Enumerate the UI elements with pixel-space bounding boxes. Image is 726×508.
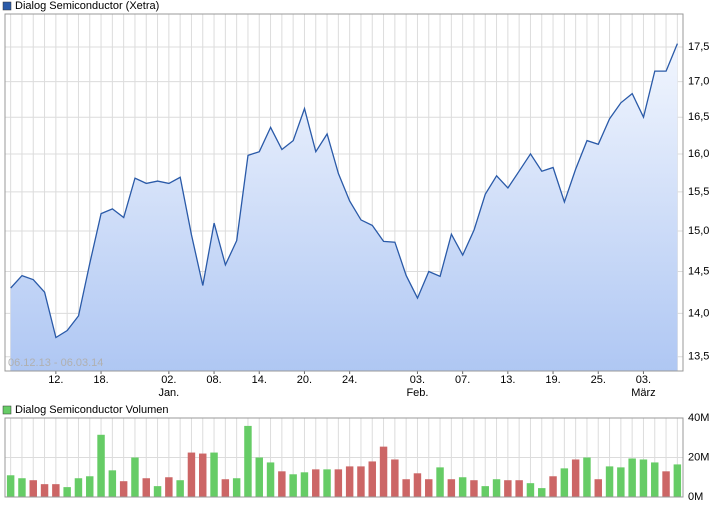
volume-bar bbox=[425, 479, 433, 497]
date-range: 06.12.13 - 06.03.14 bbox=[8, 357, 103, 369]
volume-bar bbox=[97, 434, 105, 497]
x-month-label: März bbox=[631, 387, 655, 399]
volume-bar bbox=[278, 471, 286, 497]
volume-bar bbox=[391, 459, 399, 497]
volume-bar bbox=[673, 464, 682, 497]
x-tick-label: 03. bbox=[410, 374, 425, 386]
x-tick-label: 25. bbox=[591, 374, 606, 386]
x-tick-label: 07. bbox=[455, 374, 470, 386]
volume-bar bbox=[176, 480, 184, 497]
volume-bar bbox=[52, 484, 60, 497]
y-tick-label: 16,0 bbox=[688, 148, 709, 160]
volume-bar bbox=[108, 470, 117, 497]
x-tick-label: 18. bbox=[93, 374, 108, 386]
volume-bar bbox=[526, 483, 535, 497]
volume-bar bbox=[131, 457, 139, 497]
volume-bar bbox=[651, 462, 659, 497]
volume-bar bbox=[515, 480, 523, 497]
volume-bar bbox=[232, 478, 241, 497]
volume-bar bbox=[244, 425, 252, 497]
volume-bar bbox=[18, 478, 26, 497]
volume-bar bbox=[199, 453, 207, 497]
volume-bar bbox=[357, 466, 365, 497]
volume-bar bbox=[119, 481, 128, 497]
y-tick-label: 14,5 bbox=[688, 265, 709, 277]
volume-bar bbox=[481, 486, 489, 497]
volume-bar bbox=[323, 469, 331, 497]
y-tick-label: 17,5 bbox=[688, 41, 709, 53]
legend-label: Dialog Semiconductor (Xetra) bbox=[15, 0, 159, 12]
x-tick-label: 14. bbox=[252, 374, 267, 386]
x-month-label: Feb. bbox=[406, 387, 428, 399]
volume-bar bbox=[458, 477, 467, 497]
volume-bar bbox=[639, 459, 648, 497]
volume-bar bbox=[334, 469, 343, 497]
volume-bar bbox=[210, 452, 218, 497]
volume-bar bbox=[6, 475, 15, 497]
volume-bar bbox=[571, 459, 580, 497]
volume-bar bbox=[221, 479, 230, 497]
volume-bar bbox=[413, 473, 422, 497]
x-tick-label: 19. bbox=[545, 374, 560, 386]
volume-bar bbox=[447, 479, 456, 497]
volume-bar bbox=[63, 487, 71, 497]
plot-border bbox=[4, 417, 684, 498]
volume-bar bbox=[187, 452, 196, 497]
volume-bar bbox=[345, 466, 354, 497]
volume-bar bbox=[560, 468, 569, 497]
x-tick-label: 24. bbox=[342, 374, 357, 386]
volume-bar bbox=[628, 458, 636, 497]
volume-bar bbox=[289, 474, 297, 497]
y-tick-label: 16,5 bbox=[688, 111, 709, 123]
volume-bar bbox=[583, 457, 591, 497]
volume-bar bbox=[662, 471, 670, 497]
volume-bar bbox=[605, 466, 614, 497]
x-month-label: Jan. bbox=[158, 387, 179, 399]
legend-swatch bbox=[2, 1, 12, 11]
volume-bar bbox=[402, 479, 410, 497]
volume-bar bbox=[300, 472, 309, 497]
volume-bar bbox=[29, 480, 37, 497]
legend-label: Dialog Semiconductor Volumen bbox=[15, 404, 168, 416]
y-tick-label: 0M bbox=[688, 491, 703, 503]
y-tick-label: 15,0 bbox=[688, 225, 709, 237]
y-tick-label: 13,5 bbox=[688, 351, 709, 363]
y-tick-label: 40M bbox=[688, 412, 709, 424]
volume-bar bbox=[74, 478, 83, 497]
area bbox=[10, 43, 678, 371]
x-tick-label: 02. bbox=[161, 374, 176, 386]
y-tick-label: 15,5 bbox=[688, 186, 709, 198]
volume-bar bbox=[312, 469, 320, 497]
volume-bar bbox=[142, 478, 150, 497]
x-tick-label: 03. bbox=[636, 374, 651, 386]
volume-bar bbox=[153, 486, 162, 497]
y-tick-label: 17,0 bbox=[688, 75, 709, 87]
volume-bar bbox=[470, 480, 478, 497]
x-tick-label: 20. bbox=[297, 374, 312, 386]
volume-bar bbox=[549, 476, 557, 497]
legend-swatch bbox=[2, 405, 12, 415]
x-tick-label: 12. bbox=[48, 374, 63, 386]
volume-bar bbox=[266, 462, 275, 497]
volume-bar bbox=[368, 461, 376, 497]
volume-bar bbox=[594, 479, 602, 497]
volume-bar bbox=[165, 477, 173, 497]
price-line bbox=[10, 43, 679, 339]
x-tick-label: 08. bbox=[206, 374, 221, 386]
y-tick-label: 20M bbox=[688, 451, 709, 463]
x-tick-label: 13. bbox=[500, 374, 515, 386]
volume-bar bbox=[379, 446, 388, 497]
volume-bar bbox=[492, 479, 501, 497]
volume-bar bbox=[436, 467, 444, 497]
y-tick-label: 14,0 bbox=[688, 307, 709, 319]
volume-bar bbox=[86, 476, 94, 497]
volume-bar bbox=[255, 457, 263, 497]
volume-bar bbox=[504, 480, 512, 497]
volume-bar bbox=[538, 488, 546, 497]
volume-bar bbox=[40, 484, 49, 497]
volume-bar bbox=[617, 467, 625, 497]
plot-border bbox=[4, 13, 684, 372]
